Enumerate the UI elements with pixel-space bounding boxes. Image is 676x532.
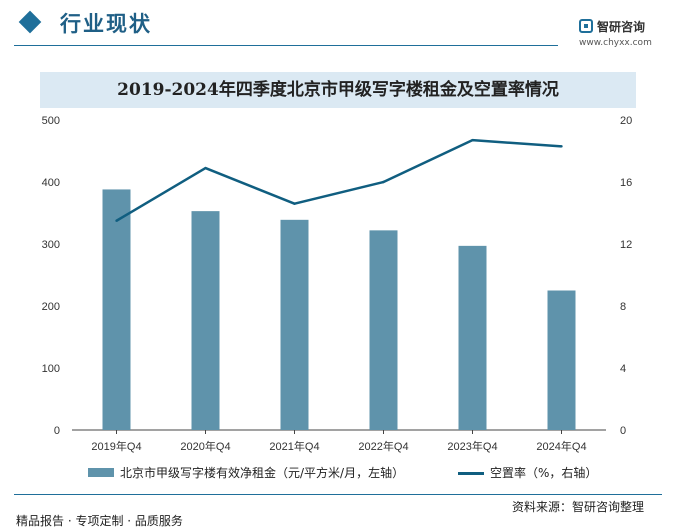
x-tick-label: 2022年Q4 — [358, 439, 408, 453]
header-divider — [14, 45, 558, 46]
point-vacancy — [115, 219, 118, 222]
bar-rent — [191, 211, 220, 430]
y-left-tick-label: 300 — [42, 239, 60, 251]
bar-rent — [102, 189, 131, 430]
legend-label-vacancy: 空置率（%，右轴） — [490, 466, 598, 480]
legend-label-rent: 北京市甲级写字楼有效净租金（元/平方米/月，左轴） — [120, 466, 405, 480]
y-left-tick-label: 200 — [42, 301, 60, 313]
y-right-tick-label: 4 — [620, 363, 626, 375]
y-left-tick-label: 0 — [54, 425, 60, 437]
source-note: 资料来源：智研咨询整理 — [512, 500, 645, 514]
x-tick-label: 2021年Q4 — [269, 439, 319, 453]
point-vacancy — [293, 202, 296, 205]
x-tick-label: 2020年Q4 — [180, 439, 230, 453]
header: 行业现状 智研咨询 www.chyxx.com — [0, 0, 676, 50]
legend-swatch-vacancy — [458, 472, 484, 475]
footer-divider — [14, 494, 662, 495]
y-right-tick-label: 20 — [620, 115, 632, 127]
bar-rent — [547, 290, 576, 430]
x-tick-label: 2019年Q4 — [91, 439, 141, 453]
line-vacancy — [115, 138, 562, 222]
point-vacancy — [204, 166, 207, 170]
y-right-tick-label: 0 — [620, 425, 626, 437]
brand-name: 智研咨询 — [597, 20, 646, 34]
y-right-tick-label: 12 — [620, 239, 632, 251]
brand-url: www.chyxx.com — [579, 38, 652, 48]
y-right-tick-label: 8 — [620, 301, 626, 313]
footer-tagline: 精品报告 · 专项定制 · 品质服务 — [16, 514, 183, 528]
chart-title: 2019-2024年四季度北京市甲级写字楼租金及空置率情况 — [117, 80, 559, 100]
y-right-tick-label: 16 — [620, 177, 632, 189]
chart-title-band: 2019-2024年四季度北京市甲级写字楼租金及空置率情况 — [40, 72, 636, 108]
y-left-tick-label: 500 — [42, 115, 60, 127]
point-vacancy — [560, 145, 563, 148]
brand-logo-icon — [579, 19, 593, 33]
y-left-tick-label: 400 — [42, 177, 60, 189]
bar-rent — [458, 245, 487, 430]
bar-rent — [369, 230, 398, 430]
section-title: 行业现状 — [60, 12, 152, 36]
x-tick-label: 2023年Q4 — [447, 439, 497, 453]
bar-rent — [280, 219, 309, 430]
x-tick-label: 2024年Q4 — [536, 439, 586, 453]
y-left-tick-label: 100 — [42, 363, 60, 375]
legend-swatch-rent — [88, 468, 114, 477]
point-vacancy — [471, 138, 474, 142]
point-vacancy — [382, 180, 385, 184]
